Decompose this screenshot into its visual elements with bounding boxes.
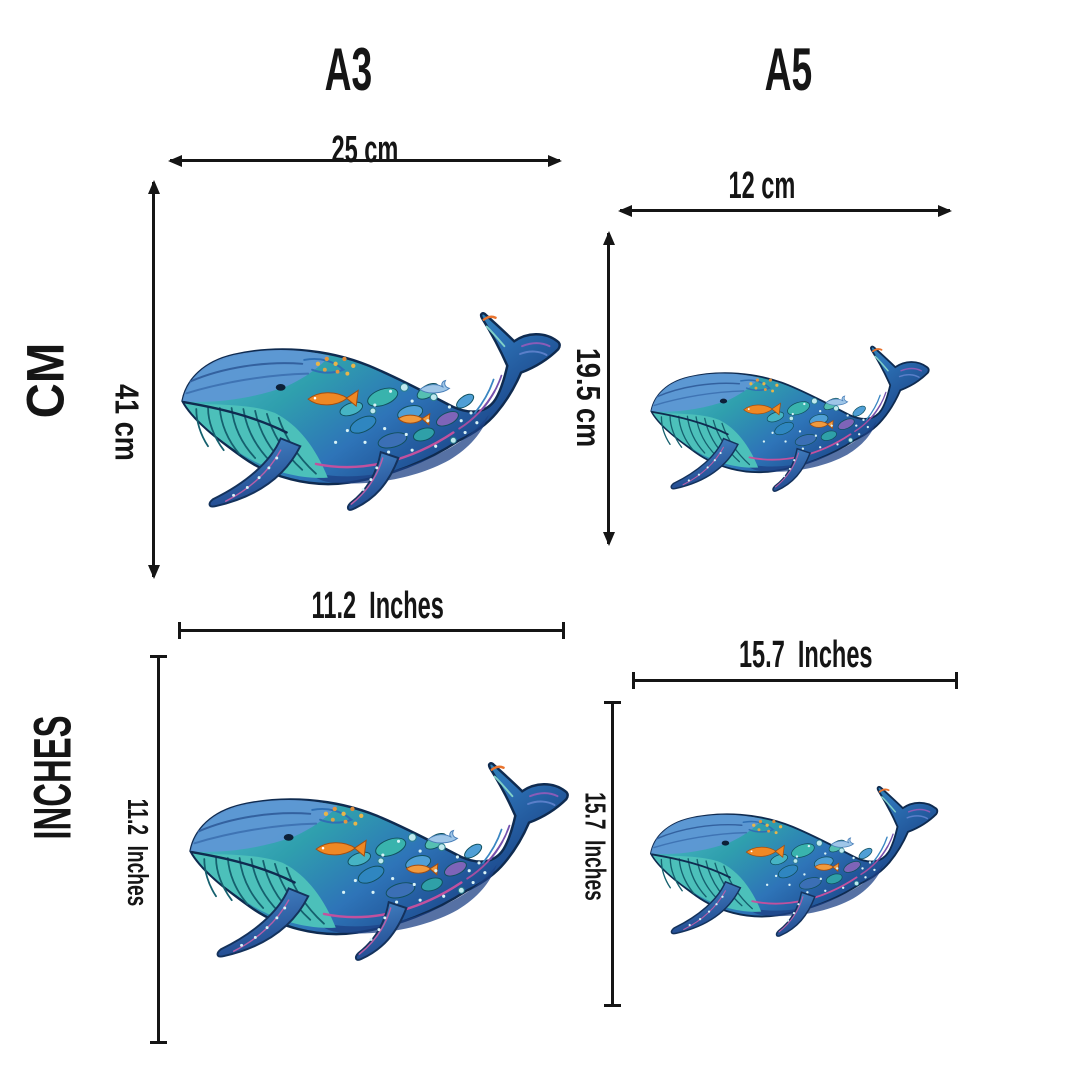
a3-cm-width-arrow (170, 159, 560, 162)
a3-inches-height-line (150, 655, 167, 1044)
whale-illustration-a5-cm (650, 345, 930, 492)
a3-inches-width-label: 11.2 Inches (228, 584, 528, 628)
a5-cm-height-label: 19.5 cm (539, 347, 639, 447)
format-a5-heading: A5 (688, 38, 888, 102)
format-a3-text: A3 (324, 36, 372, 103)
a5-inches-width-line (632, 672, 958, 689)
a5-cm-height-arrow (607, 233, 610, 544)
a3-cm-height-arrow (152, 182, 155, 577)
format-a3-heading: A3 (248, 38, 448, 102)
a5-cm-height-text: 19.5 cm (570, 347, 608, 447)
a3-cm-height-text: 41 cm (108, 383, 146, 461)
a3-inches-width-text: 11.2 Inches (311, 585, 445, 627)
a5-cm-width-label: 12 cm (662, 164, 862, 208)
whale-illustration-a3-cm (181, 312, 561, 511)
a3-cm-width-label: 25 cm (265, 128, 465, 172)
format-a5-text: A5 (764, 36, 812, 103)
a5-cm-width-arrow (620, 209, 950, 212)
a3-inches-height-text: 11.2 Inches (120, 798, 153, 906)
whale-illustration-a5-inches (650, 785, 939, 937)
unit-cm-text: CM (16, 342, 76, 418)
a5-inches-height-text: 15.7 Inches (578, 791, 611, 901)
a5-inches-height-line (604, 701, 621, 1007)
a3-inches-width-line (178, 622, 565, 639)
a3-cm-height-label: 41 cm (77, 372, 177, 472)
a5-inches-width-text: 15.7 Inches (739, 634, 873, 676)
a5-cm-width-text: 12 cm (728, 165, 796, 207)
a3-cm-width-text: 25 cm (331, 129, 399, 171)
a5-inches-width-label: 15.7 Inches (656, 633, 956, 677)
